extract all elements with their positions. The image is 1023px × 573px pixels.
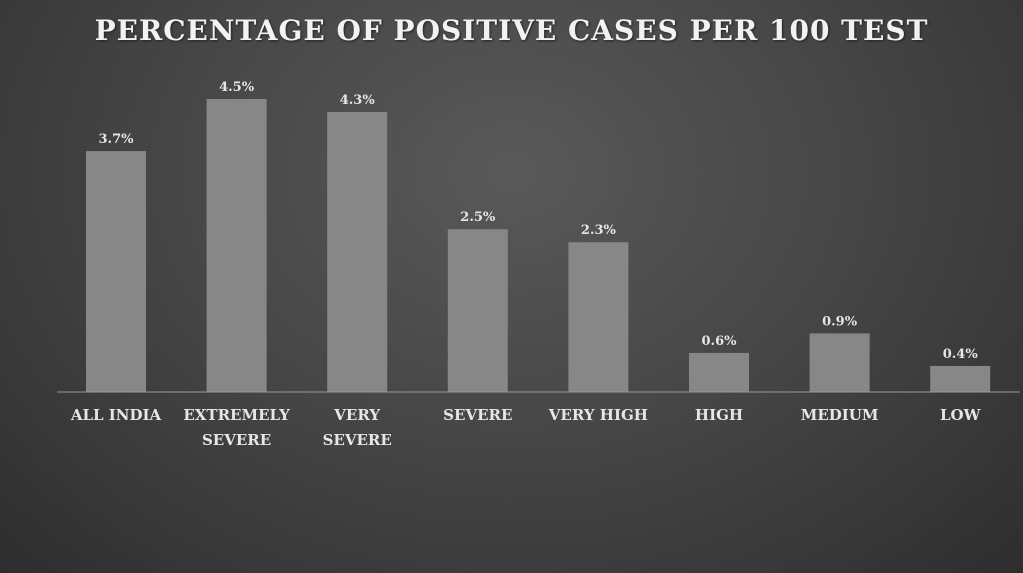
bar bbox=[86, 151, 146, 392]
category-label: SEVERE bbox=[443, 406, 512, 424]
chart-title: PERCENTAGE OF POSITIVE CASES PER 100 TES… bbox=[94, 14, 929, 47]
category-label: MEDIUM bbox=[801, 406, 879, 424]
category-label: SEVERE bbox=[323, 431, 392, 449]
category-label: LOW bbox=[940, 406, 982, 424]
category-label: VERY bbox=[333, 406, 380, 424]
bar bbox=[809, 333, 870, 392]
bar bbox=[689, 352, 749, 392]
data-label: 4.3% bbox=[340, 93, 376, 108]
data-label: 0.9% bbox=[822, 314, 858, 329]
bar bbox=[447, 229, 508, 392]
bar bbox=[568, 242, 629, 392]
category-label: ALL INDIA bbox=[70, 406, 162, 424]
category-label: EXTREMELY bbox=[183, 406, 290, 424]
data-label: 0.4% bbox=[943, 347, 979, 362]
data-label: 4.5% bbox=[219, 80, 255, 95]
data-label: 2.5% bbox=[460, 210, 496, 225]
data-label: 3.7% bbox=[99, 132, 135, 147]
data-label: 0.6% bbox=[702, 334, 738, 349]
category-label: VERY HIGH bbox=[548, 406, 648, 424]
category-label: HIGH bbox=[695, 406, 743, 424]
bar bbox=[327, 112, 388, 393]
category-label: SEVERE bbox=[202, 431, 271, 449]
data-label: 2.3% bbox=[581, 223, 617, 238]
bar bbox=[206, 99, 267, 392]
bar bbox=[930, 365, 991, 392]
